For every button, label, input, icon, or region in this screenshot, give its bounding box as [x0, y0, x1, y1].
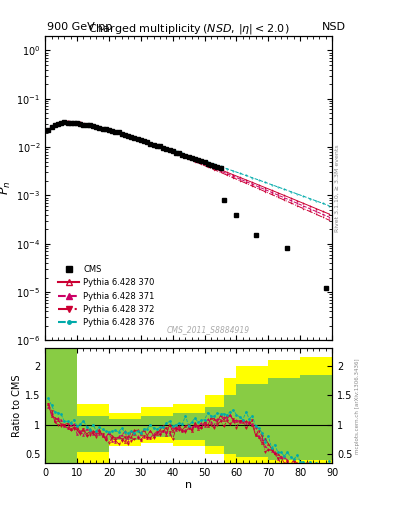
Text: 900 GeV pp: 900 GeV pp [47, 22, 112, 32]
Title: Charged multiplicity$\,(NSD,\,|\eta| < 2.0)$: Charged multiplicity$\,(NSD,\,|\eta| < 2… [88, 22, 289, 36]
Text: CMS_2011_S8884919: CMS_2011_S8884919 [167, 326, 250, 334]
Y-axis label: mcplots.cern.ch [arXiv:1306.3436]: mcplots.cern.ch [arXiv:1306.3436] [355, 358, 360, 454]
Text: NSD: NSD [322, 22, 346, 32]
Y-axis label: $P_n$: $P_n$ [0, 181, 13, 196]
Y-axis label: Ratio to CMS: Ratio to CMS [12, 374, 22, 437]
Legend: CMS, Pythia 6.428 370, Pythia 6.428 371, Pythia 6.428 372, Pythia 6.428 376: CMS, Pythia 6.428 370, Pythia 6.428 371,… [55, 262, 158, 330]
X-axis label: n: n [185, 480, 192, 489]
Y-axis label: Rivet 3.1.10, ≥ 3.3M events: Rivet 3.1.10, ≥ 3.3M events [335, 144, 340, 232]
